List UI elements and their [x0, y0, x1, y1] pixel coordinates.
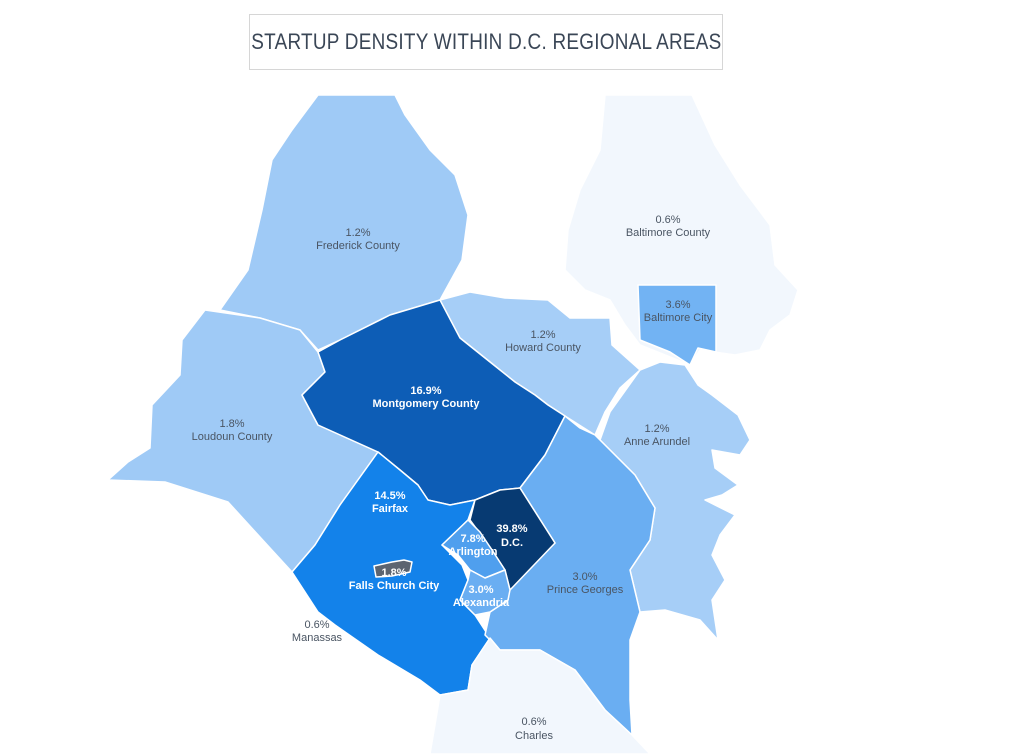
label-baltimore-city-name: Baltimore City [644, 312, 713, 324]
label-frederick-county-name: Frederick County [316, 240, 400, 252]
region-baltimore-county[interactable] [564, 94, 799, 366]
region-charles[interactable] [429, 637, 651, 754]
label-montgomery-county-pct: 16.9% [410, 385, 441, 397]
label-anne-arundel-name: Anne Arundel [624, 436, 690, 448]
label-anne-arundel-pct: 1.2% [644, 423, 669, 435]
label-frederick-county-pct: 1.2% [345, 227, 370, 239]
label-dc-name: D.C. [501, 537, 523, 549]
map-title: STARTUP DENSITY WITHIN D.C. REGIONAL ARE… [250, 29, 722, 54]
label-prince-georges-pct: 3.0% [572, 571, 597, 583]
label-baltimore-city-pct: 3.6% [665, 299, 690, 311]
label-howard-county-pct: 1.2% [530, 329, 555, 341]
region-falls-church-city[interactable] [373, 559, 413, 578]
label-fairfax-pct: 14.5% [374, 490, 405, 502]
label-charles-pct: 0.6% [521, 716, 546, 728]
label-loudoun-county-name: Loudoun County [192, 431, 273, 443]
region-baltimore-city[interactable] [637, 284, 717, 366]
label-alexandria-name: Alexandria [453, 597, 510, 609]
label-loudoun-county-pct: 1.8% [219, 418, 244, 430]
label-falls-church-city-name: Falls Church City [349, 580, 440, 592]
label-montgomery-county-name: Montgomery County [373, 398, 481, 410]
region-alexandria[interactable] [459, 569, 511, 616]
label-charles-name: Charles [515, 730, 553, 742]
map-title-box: STARTUP DENSITY WITHIN D.C. REGIONAL ARE… [249, 14, 723, 70]
label-manassas-pct: 0.6% [304, 619, 329, 631]
label-alexandria-pct: 3.0% [468, 584, 493, 596]
label-arlington-pct: 7.8% [460, 533, 485, 545]
label-fairfax-name: Fairfax [372, 503, 409, 515]
label-arlington-name: Arlington [449, 546, 498, 558]
label-falls-church-city-pct: 1.8% [381, 567, 406, 579]
label-baltimore-county-pct: 0.6% [655, 214, 680, 226]
label-manassas-name: Manassas [292, 632, 343, 644]
label-baltimore-county-name: Baltimore County [626, 227, 711, 239]
label-prince-georges-name: Prince Georges [547, 584, 624, 596]
label-howard-county-name: Howard County [505, 342, 581, 354]
label-dc-pct: 39.8% [496, 523, 527, 535]
